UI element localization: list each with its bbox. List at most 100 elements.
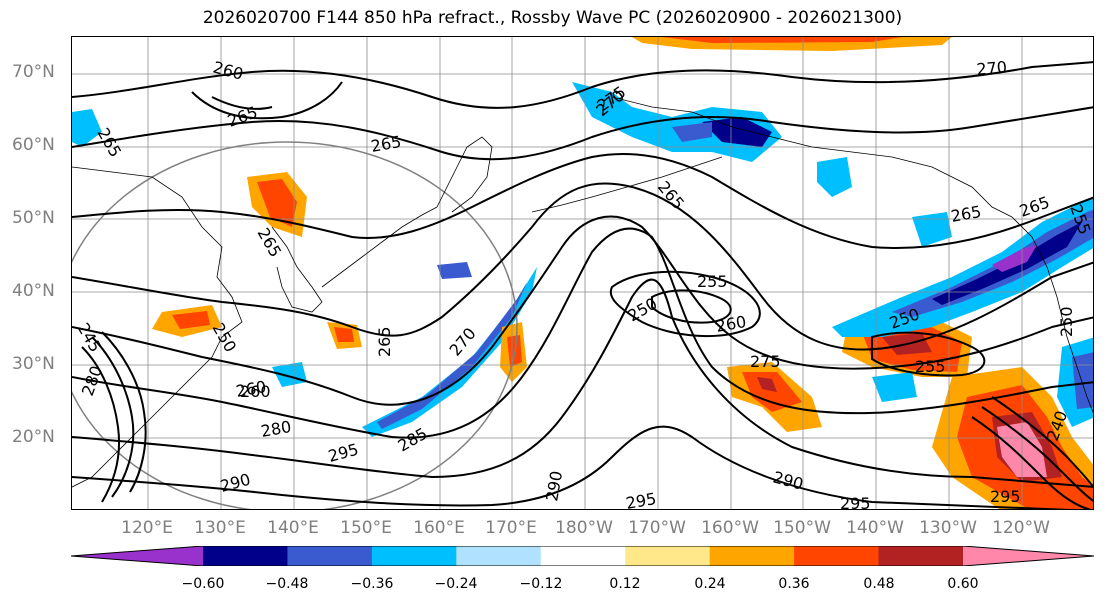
lon-label: 140°W (846, 518, 904, 538)
shade-blue-small-3 (912, 212, 952, 247)
colorbar-tick: −0.24 (434, 576, 478, 592)
colorbar-extend-left (71, 546, 203, 566)
lon-label: 150°E (340, 518, 392, 538)
lat-label: 70°N (12, 62, 55, 82)
contour-label: 285 (395, 424, 431, 456)
graticule (72, 37, 1093, 509)
shade-red-top (662, 37, 902, 43)
colorbar-extend-right (963, 546, 1094, 566)
lon-label: 130°W (919, 518, 977, 538)
colorbar-cell (456, 546, 542, 566)
shade-jet-blue (362, 267, 537, 437)
shade-red-ne (742, 372, 802, 412)
lat-label: 50°N (12, 208, 55, 228)
lon-label: 170°W (628, 518, 686, 538)
coast-alaska (611, 96, 1013, 218)
contour-label: 260 (240, 382, 271, 401)
shade-purple-east-band (992, 245, 1037, 272)
colorbar-cell (203, 546, 288, 566)
contour-label: 250 (625, 294, 661, 326)
colorbar-tick: −0.12 (519, 576, 563, 592)
contour-label: 280 (78, 363, 106, 398)
contour-label: 295 (840, 494, 871, 510)
lon-label: 170°E (485, 518, 537, 538)
shade-red-japan-n (257, 179, 297, 227)
contour-label: 280 (259, 417, 292, 441)
colorbar (71, 546, 1094, 566)
shade-blue-small-5 (272, 362, 307, 387)
shade-navy-alaska (702, 117, 772, 147)
colorbar-tick: −0.36 (350, 576, 394, 592)
shade-royal-alaska (672, 122, 712, 142)
shade-darkred-ne (757, 377, 777, 392)
colorbar-tick: 0.24 (694, 576, 726, 592)
shade-red-w (172, 311, 210, 329)
contour-label: 265 (949, 202, 982, 226)
colorbar-tick: 0.48 (863, 576, 895, 592)
shade-navy-east-band (932, 222, 1082, 305)
lat-label: 40°N (12, 281, 55, 301)
contour-label: 295 (624, 489, 657, 510)
contour-label: 245 (74, 320, 106, 356)
coast-kamchatka (436, 136, 493, 213)
contour-label: 260 (714, 312, 747, 336)
contour-label: 295 (326, 440, 360, 466)
colorbar-cell (287, 546, 373, 566)
lat-label: 20°N (12, 427, 55, 447)
contour-label: 250 (1057, 306, 1076, 337)
lon-label: 150°W (773, 518, 831, 538)
shade-blue-small-2 (817, 157, 852, 197)
shade-red-mid (334, 327, 354, 342)
contour-label: 275 (750, 352, 781, 371)
region-circle (72, 141, 518, 509)
contour-label: 295 (990, 487, 1021, 506)
shade-blue-small-1 (437, 262, 472, 279)
colorbar-tick: 0.36 (778, 576, 810, 592)
contour-label: 260 (211, 58, 245, 84)
lon-label: 130°E (194, 518, 246, 538)
lat-label: 60°N (12, 135, 55, 155)
coast-kuril (321, 206, 438, 288)
coast-aleutians (531, 156, 723, 213)
colorbar-tick: 0.12 (609, 576, 641, 592)
contour-label: 290 (771, 468, 805, 494)
colorbar-cell (878, 546, 964, 566)
colorbar-cell (540, 546, 626, 566)
shade-jet-royal (377, 282, 527, 429)
contour-label: 255 (697, 272, 728, 291)
contour-label: 270 (976, 57, 1008, 79)
lon-label: 160°W (701, 518, 759, 538)
lon-label: 160°E (413, 518, 465, 538)
coast-japan (271, 226, 323, 313)
colorbar-cell (371, 546, 457, 566)
contour-label: 265 (654, 177, 688, 213)
shade-blue-east-band (832, 197, 1093, 337)
colorbar-tick: −0.48 (265, 576, 309, 592)
colorbar-cell (794, 546, 880, 566)
lat-label: 30°N (12, 354, 55, 374)
lon-label: 140°E (267, 518, 319, 538)
coast-asia (72, 166, 243, 488)
lon-label: 120°E (121, 518, 173, 538)
shade-royal-east-band (892, 209, 1093, 317)
map-canvas: 260 265 265 265 265 275 265 265 270 260 … (72, 37, 1093, 510)
contour-label: 265 (375, 326, 394, 357)
lon-label: 120°W (992, 518, 1050, 538)
contour-label: 265 (369, 132, 402, 156)
shade-blue-nw (72, 109, 102, 147)
contour-label: 255 (915, 357, 946, 376)
shade-blue-small-4 (872, 372, 917, 402)
map-title: 2026020700 F144 850 hPa refract., Rossby… (202, 8, 903, 28)
contour-label: 290 (542, 469, 566, 502)
map-panel: 260 265 265 265 265 275 265 265 270 260 … (71, 36, 1094, 510)
contours (72, 61, 1093, 509)
lon-label: 180°W (555, 518, 613, 538)
coast-canada (1011, 216, 1093, 414)
colorbar-tick: 0.60 (947, 576, 979, 592)
contour-label: 265 (254, 225, 286, 261)
shading-layer (72, 37, 1093, 509)
contour-label: 265 (225, 102, 260, 130)
colorbar-cell (625, 546, 711, 566)
colorbar-tick: −0.60 (181, 576, 225, 592)
coastlines (72, 96, 1093, 488)
